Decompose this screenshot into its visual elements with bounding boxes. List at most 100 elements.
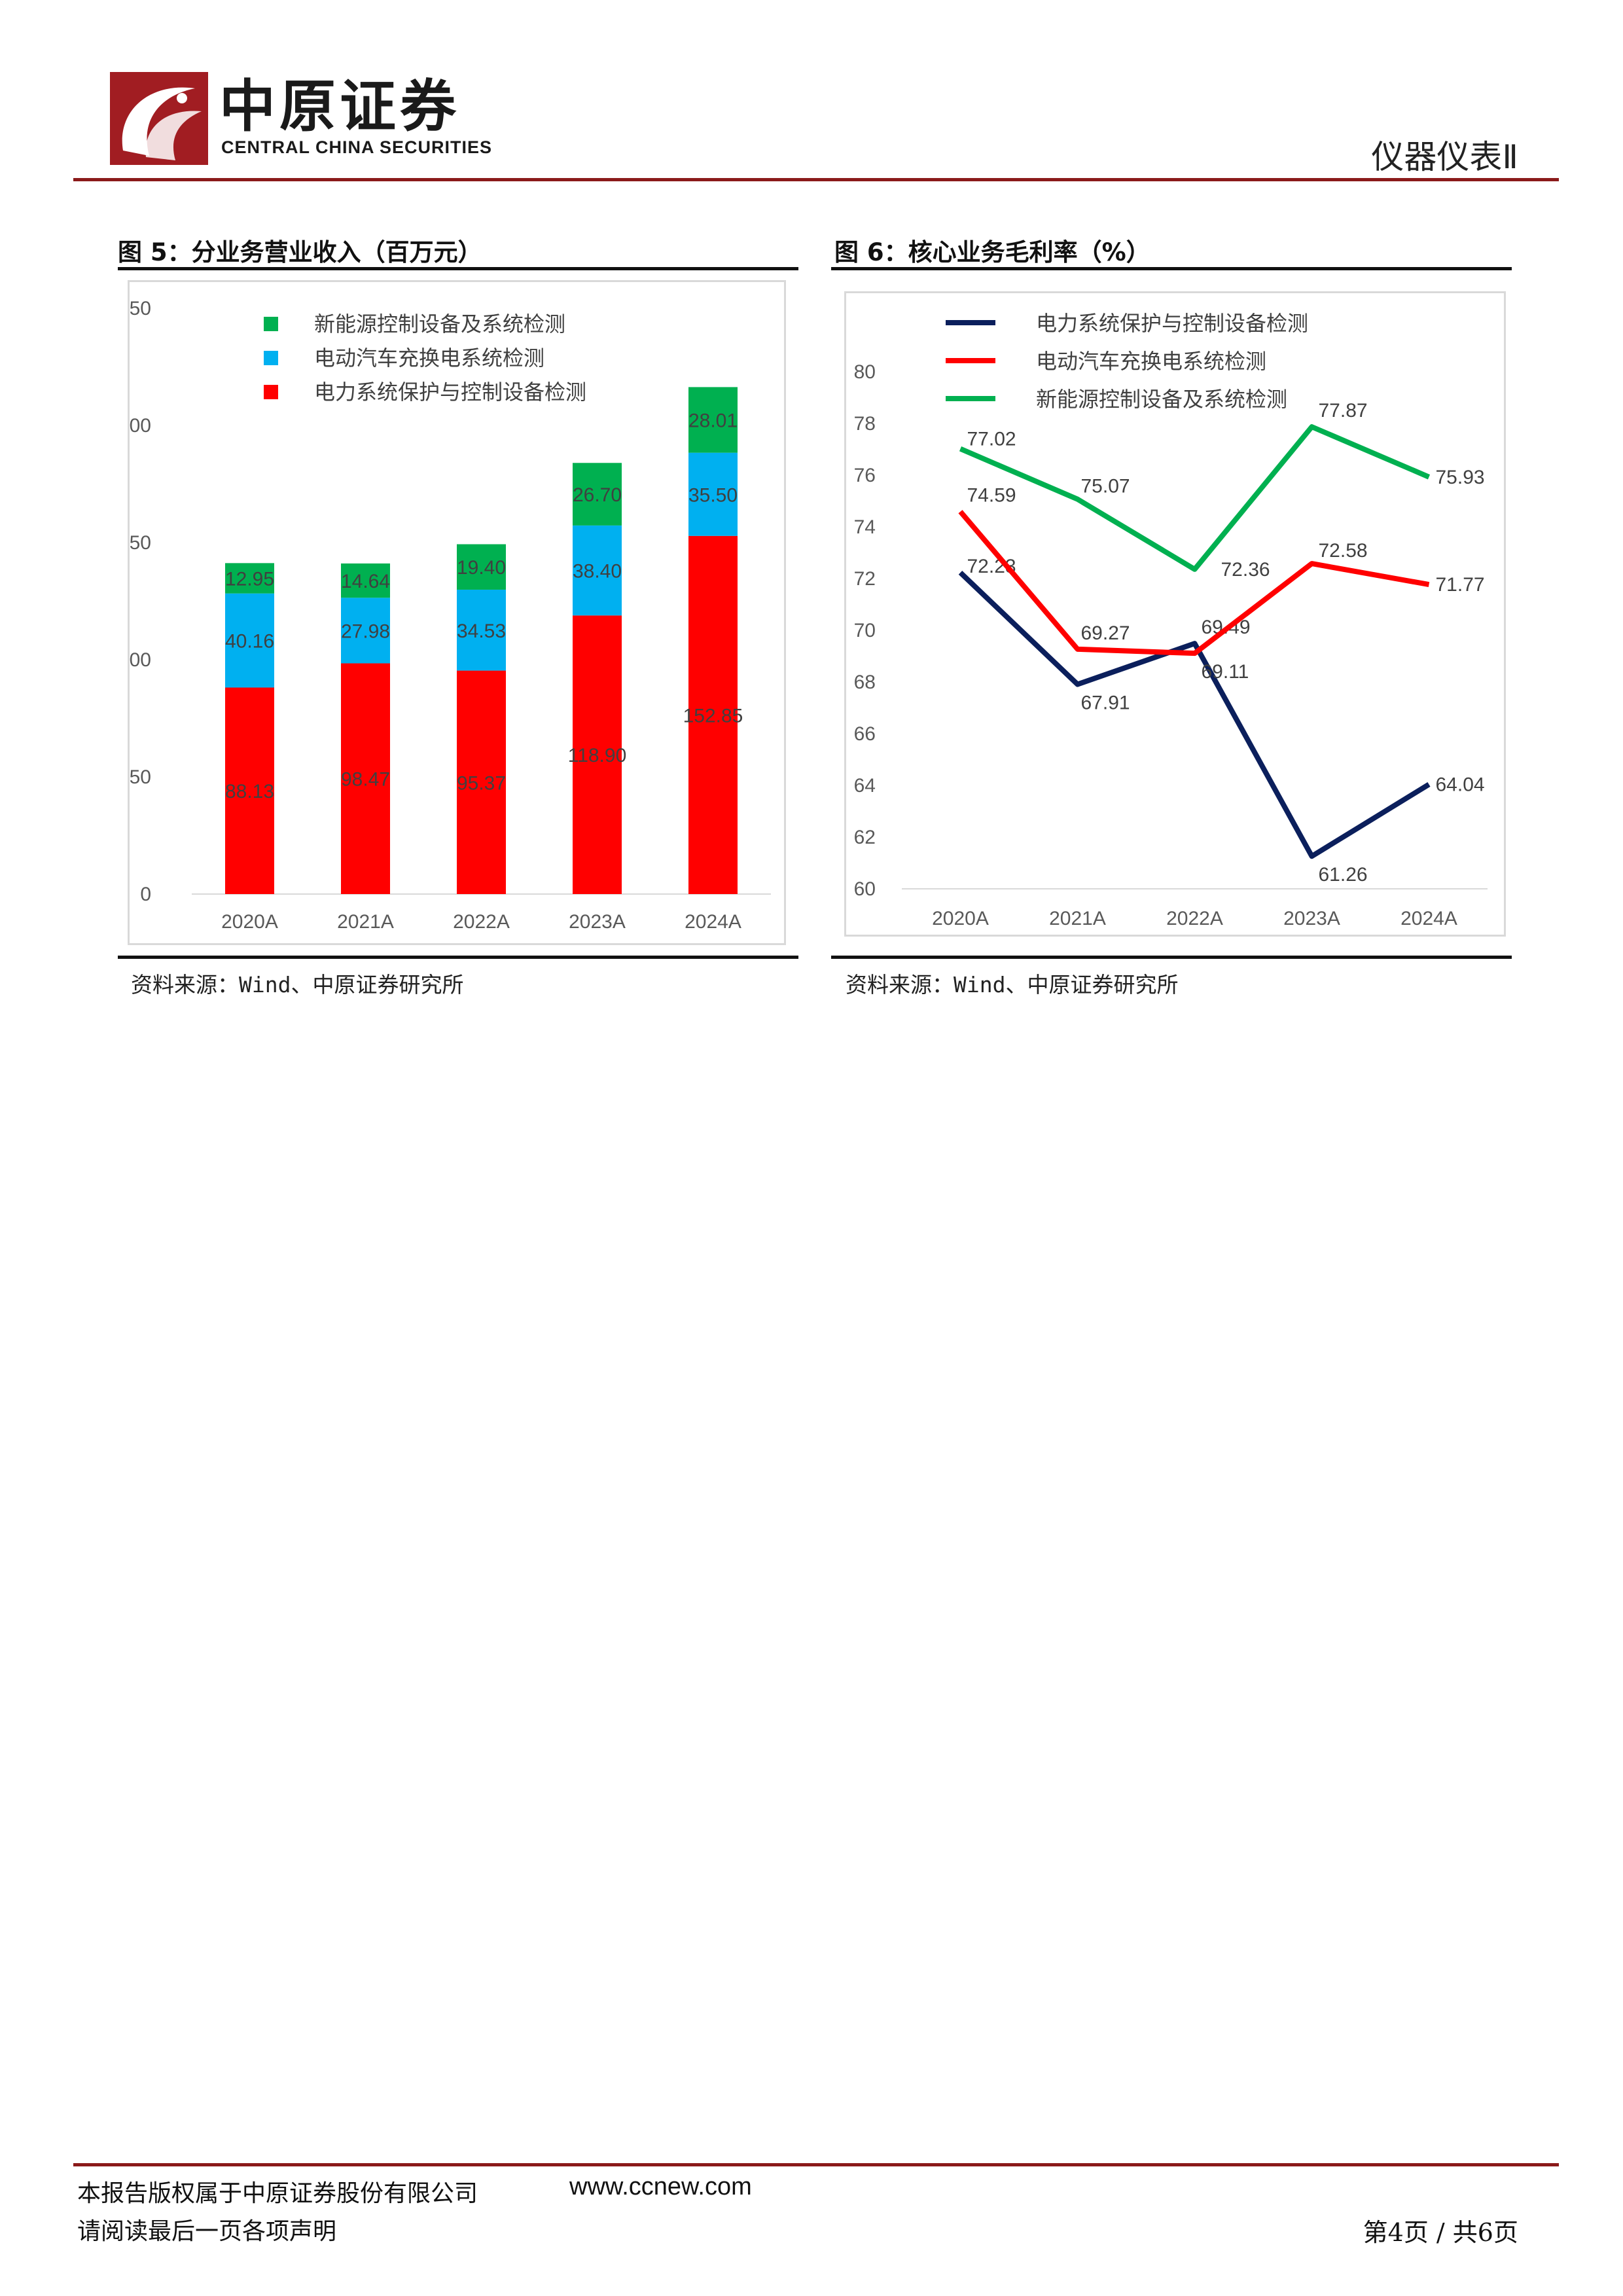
y-tick-label-10: 80 xyxy=(854,361,876,383)
header-divider xyxy=(73,178,1559,181)
data-label-s1-4: 35.50 xyxy=(688,484,738,506)
data-label-s2-2: 19.40 xyxy=(457,557,506,579)
y-tick-label-2: 100 xyxy=(130,649,151,671)
y-tick-label-8: 76 xyxy=(854,465,876,486)
y-tick-label-2: 64 xyxy=(854,775,876,797)
x-tick-label-4: 2024A xyxy=(685,911,741,933)
fig6-source: 资料来源：Wind、中原证券研究所 xyxy=(846,972,1179,997)
legend-swatch-2 xyxy=(264,317,278,331)
fig5-chart-frame: 0 50 100 150 200 250 2020A 88.13 40.16 12.95 2021A… xyxy=(118,280,786,945)
bar-segment-s1-0 xyxy=(225,593,274,688)
company-logo-cn: 中原证券 xyxy=(219,73,460,139)
legend-label-2: 新能源控制设备及系统检测 xyxy=(314,312,565,336)
y-tick-label-9: 78 xyxy=(854,413,876,435)
legend-label-0: 电力系统保护与控制设备检测 xyxy=(1036,312,1308,335)
data-label-s2-1: 75.07 xyxy=(1081,476,1130,497)
y-tick-label-0: 60 xyxy=(854,878,876,900)
y-tick-label-5: 70 xyxy=(854,620,876,641)
fig6-title: 图 6：核心业务毛利率（%） xyxy=(834,238,1150,266)
data-label-s2-1: 14.64 xyxy=(341,571,390,592)
legend-label-0: 电力系统保护与控制设备检测 xyxy=(314,380,586,404)
bar-segment-s1-2 xyxy=(457,589,506,671)
y-tick-label-4: 68 xyxy=(854,672,876,693)
data-label-s0-0: 88.13 xyxy=(225,781,274,802)
bar-segment-s2-4 xyxy=(688,387,738,453)
legend-label-1: 电动汽车充换电系统检测 xyxy=(1036,350,1266,373)
series-line-1 xyxy=(958,510,1430,656)
data-label-s1-2: 34.53 xyxy=(457,620,506,642)
data-label-s0-2: 95.37 xyxy=(457,772,506,794)
bar-segment-s2-0 xyxy=(225,563,274,594)
bar-segment-s2-1 xyxy=(341,563,390,598)
bar-segment-s0-3 xyxy=(573,615,622,894)
data-label-s1-1: 27.98 xyxy=(341,620,390,642)
x-tick-label-3: 2023A xyxy=(569,911,626,933)
company-logo-icon xyxy=(110,72,208,165)
bar-segment-s0-2 xyxy=(457,670,506,894)
x-tick-label-1: 2021A xyxy=(337,911,394,933)
data-label-s1-1: 69.27 xyxy=(1081,622,1130,644)
data-label-s1-0: 74.59 xyxy=(967,485,1016,507)
legend-swatch-1 xyxy=(264,351,278,365)
data-label-s2-4: 28.01 xyxy=(688,410,738,432)
data-label-s0-4: 152.85 xyxy=(683,705,743,726)
x-tick-label-0: 2020A xyxy=(932,908,989,929)
fig6-bottom-rule xyxy=(831,956,1512,959)
x-tick-label-2: 2022A xyxy=(453,911,510,933)
x-tick-label-2: 2022A xyxy=(1166,908,1223,929)
legend-label-2: 新能源控制设备及系统检测 xyxy=(1036,387,1287,411)
footer-copyright: 本报告版权属于中原证券股份有限公司 xyxy=(77,2180,478,2207)
y-tick-label-0: 0 xyxy=(140,884,151,905)
y-tick-label-6: 72 xyxy=(854,568,876,590)
data-label-s2-2: 72.36 xyxy=(1221,559,1270,581)
bar-segment-s1-3 xyxy=(573,525,622,616)
series-line-2 xyxy=(959,424,1431,572)
data-label-s2-3: 26.70 xyxy=(573,484,622,506)
data-label-s1-0: 40.16 xyxy=(225,631,274,653)
footer-url-link[interactable]: www.ccnew.com xyxy=(569,2173,752,2200)
data-label-s2-0: 12.95 xyxy=(225,569,274,590)
x-tick-label-1: 2021A xyxy=(1049,908,1106,929)
bar-segment-s0-1 xyxy=(341,663,390,894)
bar-segment-s2-2 xyxy=(457,544,506,590)
y-tick-label-3: 150 xyxy=(130,532,151,554)
x-tick-label-3: 2023A xyxy=(1283,908,1340,929)
data-label-s0-3: 61.26 xyxy=(1319,864,1368,886)
y-tick-label-3: 66 xyxy=(854,723,876,745)
fig5-source: 资料来源：Wind、中原证券研究所 xyxy=(131,972,464,997)
fig5-bottom-rule xyxy=(118,956,798,959)
data-label-s1-3: 38.40 xyxy=(573,561,622,583)
y-tick-label-7: 74 xyxy=(854,516,876,538)
y-tick-label-4: 200 xyxy=(130,415,151,437)
bar-segment-s0-4 xyxy=(688,535,738,894)
y-tick-label-1: 50 xyxy=(130,766,151,788)
legend-swatch-0 xyxy=(264,385,278,399)
footer-divider xyxy=(73,2163,1559,2166)
fig5-title: 图 5：分业务营业收入（百万元） xyxy=(118,238,482,266)
data-label-s2-0: 77.02 xyxy=(967,429,1016,450)
y-tick-label-5: 250 xyxy=(130,298,151,319)
fig6-top-rule xyxy=(831,267,1512,270)
data-label-s0-1: 67.91 xyxy=(1081,692,1130,714)
data-label-s2-4: 75.93 xyxy=(1436,467,1485,488)
fig5-bar-chart: 0 50 100 150 200 250 2020A 88.13 40.16 12.95 2021A… xyxy=(118,298,771,933)
y-tick-label-1: 62 xyxy=(854,827,876,848)
legend-label-1: 电动汽车充换电系统检测 xyxy=(314,346,544,370)
data-label-s0-3: 118.90 xyxy=(568,745,627,766)
x-tick-label-0: 2020A xyxy=(221,911,278,933)
series-line-0 xyxy=(958,571,1431,859)
footer-page-number: 第4页 / 共6页 xyxy=(1363,2218,1518,2247)
bar-segment-s1-1 xyxy=(341,598,390,664)
company-logo-en: CENTRAL CHINA SECURITIES xyxy=(221,137,493,157)
fig5-top-rule xyxy=(118,267,798,270)
bar-segment-s0-0 xyxy=(225,687,274,894)
data-label-s1-4: 71.77 xyxy=(1436,574,1485,596)
data-label-s0-4: 64.04 xyxy=(1436,774,1485,795)
sector-label: 仪器仪表Ⅱ xyxy=(1371,138,1518,176)
bar-segment-s1-4 xyxy=(688,452,738,536)
data-label-s1-2: 69.11 xyxy=(1202,661,1249,683)
footer-notice: 请阅读最后一页各项声明 xyxy=(77,2218,337,2245)
data-label-s1-3: 72.58 xyxy=(1319,540,1368,562)
fig6-chart-frame: 60 62 64 66 68 70 72 74 76 78 80 2020A 2021A 2022A 202… xyxy=(844,291,1506,937)
data-label-s0-1: 98.47 xyxy=(341,769,390,791)
